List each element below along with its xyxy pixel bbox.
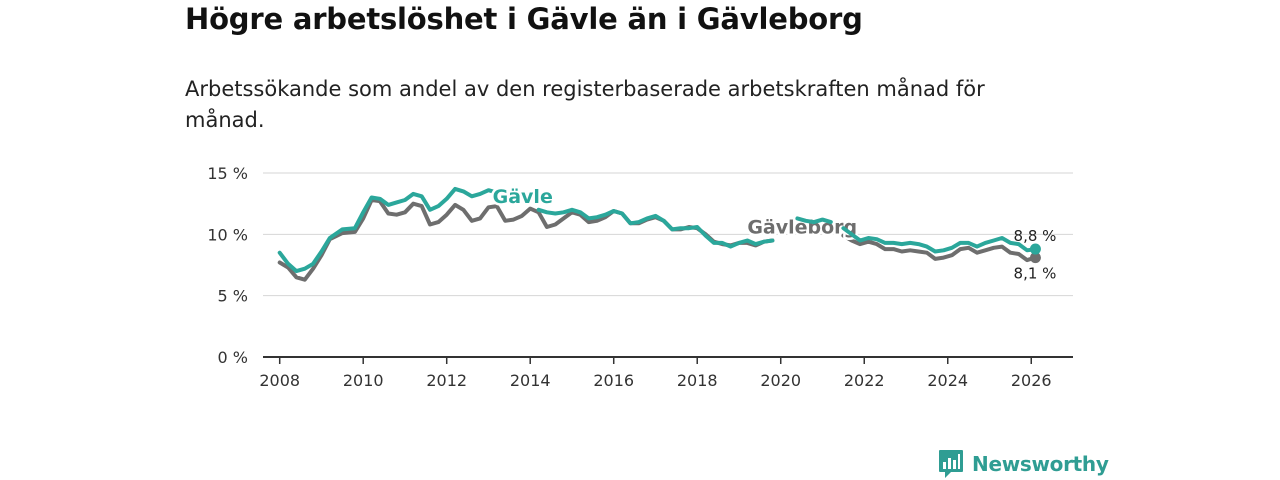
x-tick-label: 2022 [844,371,885,390]
x-tick-label: 2016 [593,371,634,390]
chart-title: Högre arbetslöshet i Gävle än i Gävlebor… [185,2,863,36]
x-tick-label: 2024 [927,371,968,390]
end-value-label-gavleborg: 8,1 % [1014,265,1057,283]
x-tick-label: 2008 [259,371,300,390]
end-value-label-gavle: 8,8 % [1014,227,1057,245]
newsworthy-logo[interactable]: Newsworthy [938,449,1109,479]
brand-name: Newsworthy [972,452,1109,476]
series-end-point-g-vle [1029,243,1041,255]
y-tick-label: 5 % [218,287,248,306]
y-tick-label: 10 % [207,225,248,244]
x-tick-label: 2020 [760,371,801,390]
series-line-g-vleborg [277,198,775,282]
x-tick-label: 2018 [677,371,718,390]
bar-chart-logo-icon [939,450,963,478]
series-line-g-vle [795,216,833,225]
chart-subtitle: Arbetssökande som andel av den registerb… [185,77,985,132]
y-tick-label: 15 % [207,164,248,183]
series-line-g-vle [536,207,775,249]
x-tick-label: 2012 [426,371,467,390]
series-line-g-vle [841,226,1038,254]
series-label-g-vle: Gävle [493,186,553,208]
x-tick-label: 2010 [343,371,384,390]
y-tick-label: 0 % [218,348,248,367]
series-line-g-vle [277,186,508,274]
series-line-g-vleborg [841,233,1038,263]
x-tick-label: 2014 [510,371,551,390]
x-tick-label: 2026 [1011,371,1052,390]
series-end-point-g-vleborg [1029,252,1041,264]
